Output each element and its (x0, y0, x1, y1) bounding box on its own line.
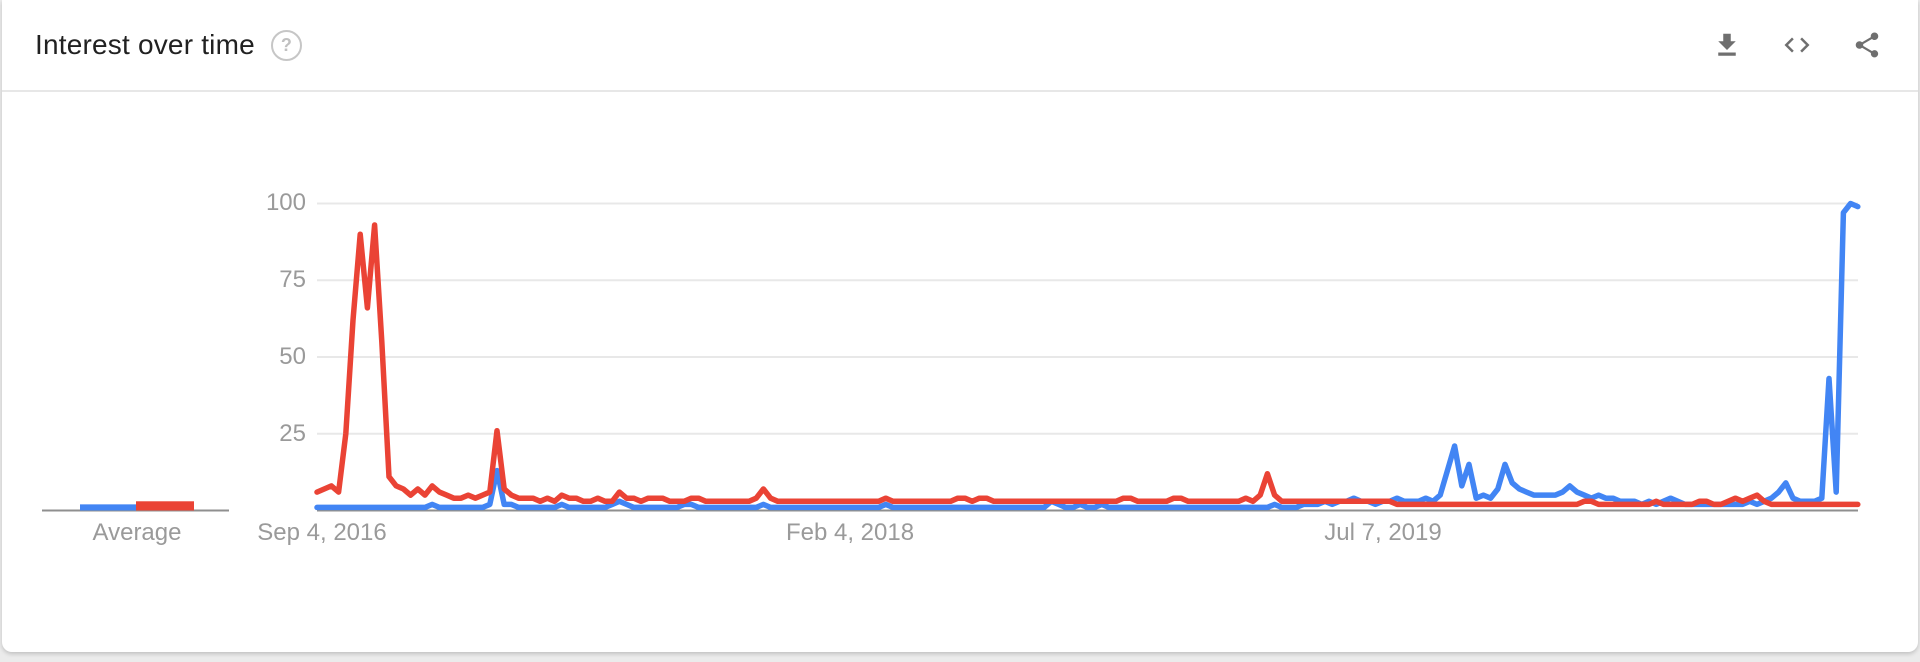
page-title: Interest over time (35, 29, 255, 60)
x-tick-feb-2018: Feb 4, 2018 (785, 519, 915, 546)
card-actions (1712, 30, 1918, 60)
y-tick-50: 50 (279, 343, 306, 370)
y-tick-75: 75 (279, 266, 306, 293)
average-legend-label: Average (92, 519, 182, 546)
card-header: Interest over time ? (2, 0, 1918, 92)
help-icon[interactable]: ? (270, 29, 302, 61)
embed-code-icon[interactable] (1780, 30, 1814, 60)
share-icon[interactable] (1852, 30, 1882, 60)
y-tick-100: 100 (265, 189, 306, 216)
chart-plot-area[interactable] (317, 180, 1858, 535)
download-icon[interactable] (1712, 30, 1742, 60)
y-tick-25: 25 (279, 420, 306, 447)
x-tick-sep-2016: Sep 4, 2016 (257, 519, 387, 546)
x-tick-jul-2019: Jul 7, 2019 (1324, 519, 1442, 546)
